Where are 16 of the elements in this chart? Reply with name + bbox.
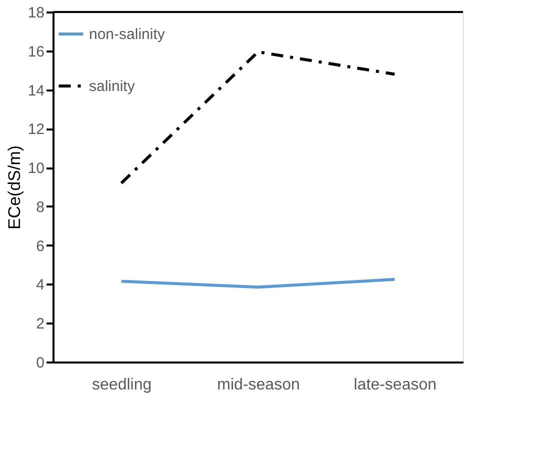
legend-label: non-salinity: [89, 26, 166, 43]
y-tick-label: 8: [36, 198, 44, 216]
y-tick-label: 12: [28, 121, 44, 138]
x-tick-label: seedling: [92, 376, 152, 394]
y-tick-label: 10: [28, 160, 44, 178]
y-tick-label: 4: [36, 276, 44, 294]
x-tick-label: mid-season: [217, 376, 300, 394]
y-axis-title: ECe(dS/m): [4, 145, 24, 230]
legend-label: salinity: [89, 78, 136, 95]
x-tick-label: late-season: [354, 376, 437, 394]
y-tick-label: 0: [36, 354, 44, 372]
y-tick-label: 6: [36, 238, 44, 255]
y-tick-label: 18: [28, 4, 44, 22]
y-tick-label: 14: [28, 82, 44, 100]
y-tick-label: 2: [36, 316, 44, 333]
y-tick-label: 16: [28, 43, 44, 60]
